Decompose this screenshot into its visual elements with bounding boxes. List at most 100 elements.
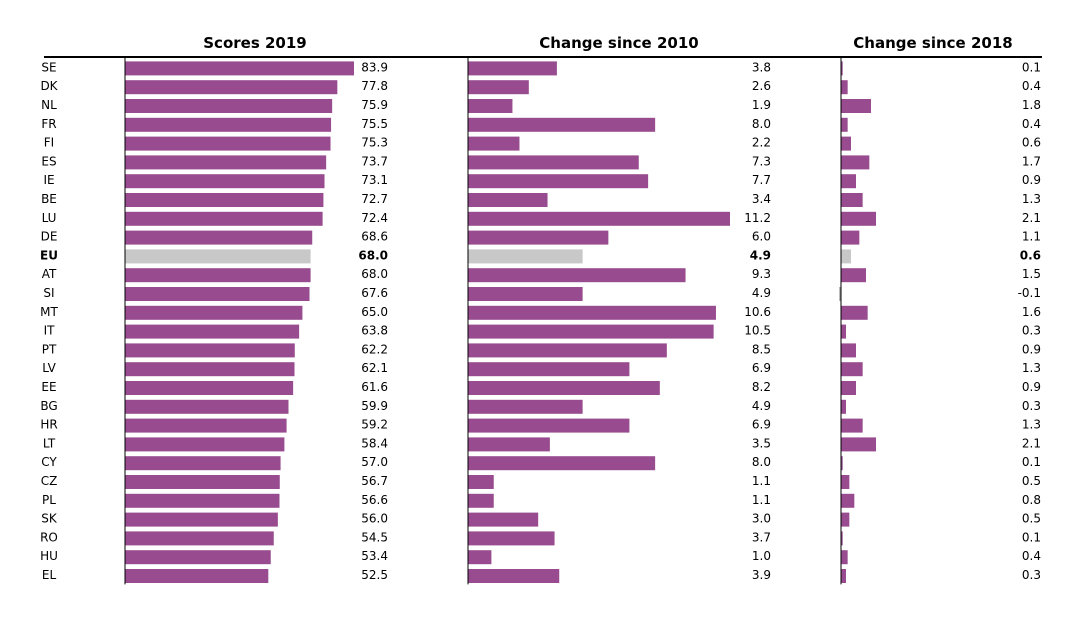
data-label: 75.3 xyxy=(361,136,388,150)
bar xyxy=(841,174,856,189)
bar xyxy=(841,550,848,565)
data-label: 0.9 xyxy=(1022,380,1041,394)
data-label: 62.2 xyxy=(361,342,388,356)
data-label: 2.6 xyxy=(752,79,771,93)
bar xyxy=(468,61,557,76)
data-label: 52.5 xyxy=(361,568,388,582)
bar xyxy=(468,117,656,132)
bar xyxy=(841,80,848,95)
bar xyxy=(468,230,609,245)
bar xyxy=(468,512,539,527)
category-label: SE xyxy=(41,60,56,74)
data-label: 4.9 xyxy=(752,286,771,300)
category-label: IE xyxy=(43,173,54,187)
bar xyxy=(841,343,856,358)
data-label: 0.3 xyxy=(1022,568,1041,582)
data-label: 1.1 xyxy=(1022,230,1041,244)
data-label: 83.9 xyxy=(361,60,388,74)
category-label: CZ xyxy=(41,474,58,488)
data-label: 0.3 xyxy=(1022,399,1041,413)
bar xyxy=(125,230,313,245)
bar xyxy=(468,381,660,395)
data-label: 11.2 xyxy=(744,211,771,225)
bar xyxy=(841,418,863,433)
data-label: 0.1 xyxy=(1022,530,1041,544)
data-label: 68.0 xyxy=(358,248,388,262)
data-label: 0.5 xyxy=(1022,512,1041,526)
category-label: FR xyxy=(41,117,56,131)
data-label: 3.8 xyxy=(752,60,771,74)
bar xyxy=(125,249,311,264)
category-label: LU xyxy=(42,211,57,225)
data-label: 0.4 xyxy=(1022,79,1041,93)
data-label: 7.3 xyxy=(752,154,771,168)
category-label: PL xyxy=(42,493,56,507)
category-label: IT xyxy=(44,324,56,338)
data-label: 1.3 xyxy=(1022,192,1041,206)
bar xyxy=(125,268,311,283)
bar xyxy=(125,136,331,151)
data-label: 53.4 xyxy=(361,549,388,563)
data-label: 56.7 xyxy=(361,474,388,488)
bar xyxy=(468,531,555,546)
category-label: DK xyxy=(40,79,58,93)
bar xyxy=(839,287,841,301)
data-label: 68.0 xyxy=(361,267,388,281)
data-label: 0.4 xyxy=(1022,117,1041,131)
data-label: 1.1 xyxy=(752,474,771,488)
panel-title-1: Scores 2019 xyxy=(203,34,306,52)
data-label: 2.1 xyxy=(1022,211,1041,225)
bar xyxy=(468,550,492,565)
data-label: 1.3 xyxy=(1022,361,1041,375)
bar xyxy=(841,117,848,132)
bar xyxy=(841,99,871,113)
bar xyxy=(841,155,870,170)
bar xyxy=(841,381,856,395)
bar xyxy=(468,475,494,489)
bar xyxy=(125,475,280,489)
bar xyxy=(841,475,850,489)
category-label: DE xyxy=(41,230,58,244)
data-label: 6.9 xyxy=(752,418,771,432)
bar xyxy=(841,61,843,76)
bar xyxy=(468,569,560,583)
bar xyxy=(468,493,494,508)
category-label: EE xyxy=(41,380,56,394)
category-label: MT xyxy=(40,305,58,319)
bar xyxy=(125,99,333,113)
category-label: RO xyxy=(40,530,58,544)
data-label: 63.8 xyxy=(361,324,388,338)
data-label: 77.8 xyxy=(361,79,388,93)
category-label: LV xyxy=(42,361,56,375)
data-label: 10.5 xyxy=(744,324,771,338)
data-label: 1.6 xyxy=(1022,305,1041,319)
data-label: 72.4 xyxy=(361,211,388,225)
data-label: 1.9 xyxy=(752,98,771,112)
data-label: 61.6 xyxy=(361,380,388,394)
data-label: 1.0 xyxy=(752,549,771,563)
category-label: HU xyxy=(40,549,58,563)
bar xyxy=(125,61,354,76)
bar xyxy=(125,80,338,95)
data-label: 0.1 xyxy=(1022,60,1041,74)
bar xyxy=(125,117,332,132)
data-label: 0.6 xyxy=(1022,136,1041,150)
data-label: 0.3 xyxy=(1022,324,1041,338)
bar xyxy=(468,287,583,301)
data-label: 2.1 xyxy=(1022,436,1041,450)
bar xyxy=(468,193,548,207)
bar xyxy=(841,493,855,508)
data-label: 6.0 xyxy=(752,230,771,244)
bar xyxy=(468,249,583,264)
data-label: 9.3 xyxy=(752,267,771,281)
bar xyxy=(841,362,863,377)
bar xyxy=(841,211,876,226)
data-label: 59.9 xyxy=(361,399,388,413)
category-label: CY xyxy=(41,455,57,469)
data-label: 8.0 xyxy=(752,117,771,131)
data-label: 67.6 xyxy=(361,286,388,300)
bar xyxy=(468,268,686,283)
bar xyxy=(125,287,310,301)
bar xyxy=(125,381,294,395)
bar xyxy=(841,268,866,283)
